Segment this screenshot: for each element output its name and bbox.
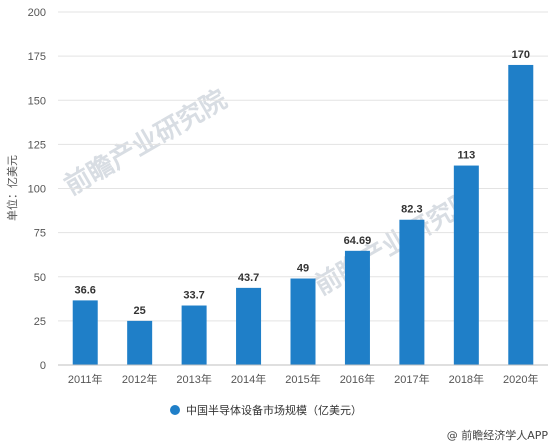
bars bbox=[72, 64, 534, 365]
legend-label: 中国半导体设备市场规模（亿美元） bbox=[186, 403, 362, 417]
x-tick-label-8: 2020年 bbox=[503, 372, 538, 386]
x-tick-label-2: 2013年 bbox=[176, 372, 211, 386]
x-tick-label-3: 2014年 bbox=[231, 372, 266, 386]
y-tick-label-0: 0 bbox=[40, 360, 46, 372]
legend-marker bbox=[170, 405, 180, 415]
x-tick-label-4: 2015年 bbox=[285, 372, 320, 386]
x-tick-label-0: 2011年 bbox=[68, 372, 103, 386]
bar-6 bbox=[399, 219, 425, 365]
y-tick-label-1: 25 bbox=[34, 316, 46, 328]
x-tick-label-6: 2017年 bbox=[394, 372, 429, 386]
bar-7 bbox=[453, 165, 479, 365]
bar-8 bbox=[508, 64, 534, 365]
x-axis-ticks: 2011年 2012年 2013年 2014年 2015年 2016年 2017年 2018年… bbox=[68, 372, 539, 386]
bar-1 bbox=[127, 320, 153, 365]
data-label-3: 43.7 bbox=[238, 272, 259, 284]
bar-0 bbox=[72, 300, 98, 365]
y-tick-label-4: 100 bbox=[28, 184, 46, 196]
data-label-2: 33.7 bbox=[183, 290, 204, 302]
data-label-5: 64.69 bbox=[344, 235, 372, 247]
y-tick-label-3: 75 bbox=[34, 228, 46, 240]
legend: 中国半导体设备市场规模（亿美元） bbox=[170, 403, 362, 417]
data-label-1: 25 bbox=[134, 305, 146, 317]
y-axis-label: 单位：亿美元 bbox=[5, 155, 19, 221]
y-tick-label-8: 200 bbox=[28, 7, 46, 19]
x-tick-label-7: 2018年 bbox=[449, 372, 484, 386]
bar-2 bbox=[181, 305, 207, 365]
data-label-4: 49 bbox=[297, 263, 309, 275]
y-tick-label-5: 125 bbox=[28, 139, 46, 151]
bar-4 bbox=[290, 278, 316, 365]
watermark-text-0: 前瞻产业研究院 bbox=[59, 84, 232, 202]
source-credit: @ 前瞻经济学人APP bbox=[447, 428, 549, 442]
x-tick-label-5: 2016年 bbox=[340, 372, 375, 386]
bar-3 bbox=[236, 287, 262, 365]
data-label-7: 113 bbox=[457, 150, 475, 162]
data-labels: 36.6 25 33.7 43.7 49 64.69 82.3 113 170 bbox=[75, 49, 530, 317]
data-label-6: 82.3 bbox=[401, 204, 422, 216]
x-tick-label-1: 2012年 bbox=[122, 372, 157, 386]
y-tick-label-2: 50 bbox=[34, 272, 46, 284]
data-label-8: 170 bbox=[512, 49, 530, 61]
y-tick-label-6: 150 bbox=[28, 95, 46, 107]
y-axis-ticks: 0 25 50 75 100 125 150 175 200 bbox=[28, 7, 46, 372]
data-label-0: 36.6 bbox=[75, 284, 96, 296]
bar-5 bbox=[344, 250, 370, 365]
y-tick-label-7: 175 bbox=[28, 51, 46, 63]
